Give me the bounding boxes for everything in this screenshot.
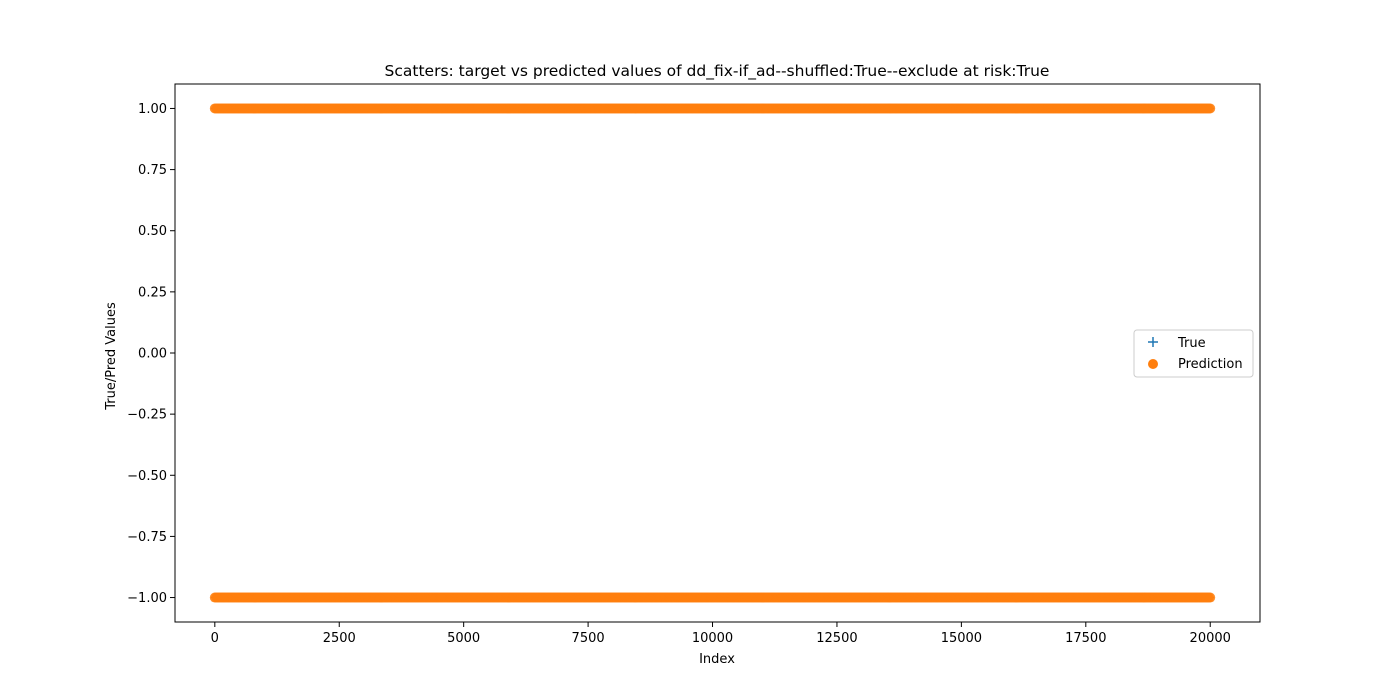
y-tick-label: 1.00 [138,102,167,117]
legend-marker-true [1148,337,1158,347]
x-tick-label: 15000 [941,631,982,646]
y-tick-label: 0.50 [138,224,167,239]
chart-title: Scatters: target vs predicted values of … [385,62,1050,81]
data-point [1205,592,1216,603]
x-axis: 0 2500 5000 7500 10000 12500 15000 17500 20000 [211,622,1231,646]
legend-frame [1133,329,1254,378]
x-tick-label: 17500 [1065,631,1106,646]
x-axis-label: Index [699,652,735,667]
x-tick-label: 7500 [572,631,605,646]
points-layer [209,103,1216,603]
legend-label-prediction: Prediction [1178,357,1243,372]
x-tick-label: 20000 [1190,631,1231,646]
data-point [1205,103,1216,114]
y-tick-label: −0.50 [127,469,167,484]
x-tick-label: 12500 [816,631,857,646]
plot-area [174,83,1261,623]
y-tick-label: −1.00 [127,591,167,606]
y-axis-label: True/Pred Values [104,302,119,411]
y-tick-label: −0.25 [127,408,167,423]
series-prediction [209,103,1216,603]
y-tick-label: 0.75 [138,163,167,178]
legend-label-true: True [1177,336,1206,351]
x-tick-label: 0 [211,631,219,646]
legend-marker-prediction [1148,359,1158,369]
y-axis: 1.00 0.75 0.50 0.25 0.00 −0.25 −0.50 −0.75 −1.00 [127,102,175,606]
x-tick-label: 2500 [323,631,356,646]
x-tick-label: 5000 [447,631,480,646]
y-tick-label: −0.75 [127,530,167,545]
y-tick-label: 0.25 [138,285,167,300]
y-tick-label: 0.00 [138,347,167,362]
x-tick-label: 10000 [692,631,733,646]
legend: True Prediction [1133,329,1254,378]
